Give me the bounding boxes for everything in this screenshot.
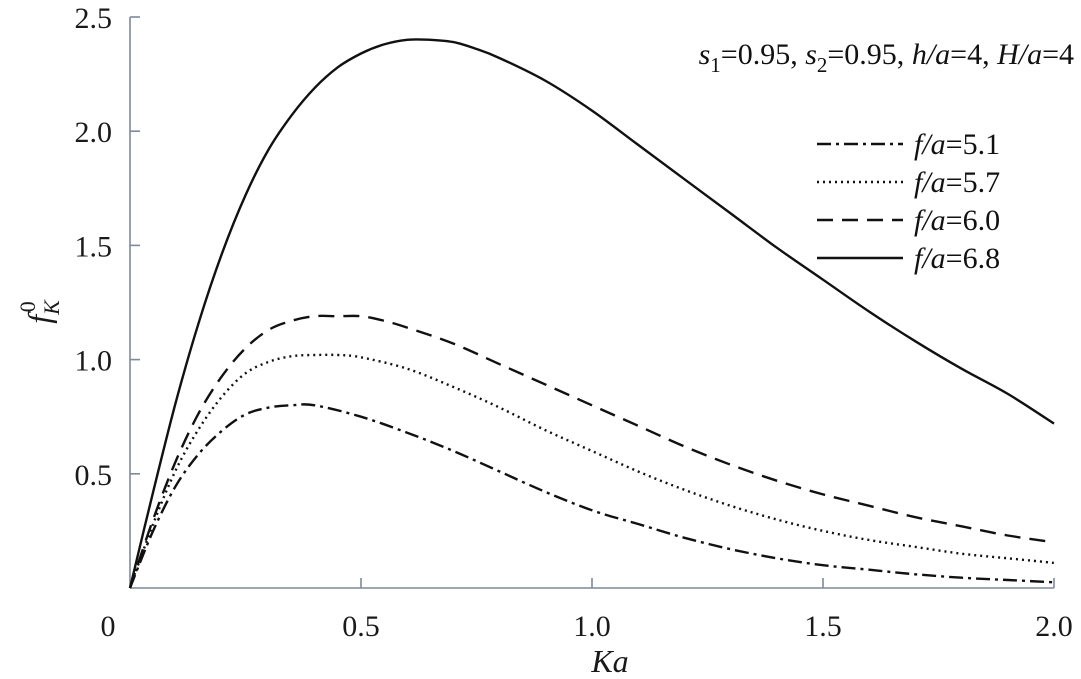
series-line-1	[128, 403, 1055, 589]
legend-label-3: f/a=6.0	[914, 204, 1000, 237]
series-line-4	[128, 38, 1055, 589]
y-tick-label: 2.5	[75, 2, 113, 35]
x-tick-label: 0.5	[342, 610, 380, 643]
anno-s1-value: =0.95,	[721, 38, 805, 71]
y-tick-label: 0.5	[75, 459, 113, 492]
parameter-annotation: s1=0.95, s2=0.95, h/a=4, H/a=4	[699, 38, 1074, 77]
y-tick-label: 1.5	[75, 230, 113, 263]
y-axis-title-sup: 0	[15, 301, 40, 312]
y-axis-title-sub: K	[39, 299, 64, 316]
y-tick-label: 1.0	[75, 345, 113, 378]
legend: f/a=5.1 f/a=5.7 f/a=6.0 f/a=6.8	[817, 128, 1000, 275]
y-ticks: 0.5 1.0 1.5 2.0 2.5	[75, 2, 140, 492]
x-axis-title: Ka	[590, 643, 628, 679]
series-line-2	[128, 353, 1055, 589]
legend-label-1: f/a=5.1	[914, 128, 1000, 161]
legend-label-4: f/a=6.8	[914, 242, 1000, 275]
x-tick-label: 0	[101, 610, 116, 643]
x-ticks: 0 0.5 1.0 1.5 2.0	[101, 578, 1073, 643]
anno-h-value: =4,	[950, 38, 997, 71]
x-tick-label: 1.5	[804, 610, 842, 643]
y-axis-title: fK0	[15, 299, 64, 324]
anno-s1-label: s	[699, 38, 711, 71]
anno-H-label: H/a	[996, 38, 1042, 71]
y-tick-label: 2.0	[75, 116, 113, 149]
series-group	[128, 38, 1055, 589]
anno-s2-label: s	[805, 38, 817, 71]
legend-label-2: f/a=5.7	[914, 166, 1000, 199]
anno-h-label: h/a	[912, 38, 950, 71]
series-line-3	[128, 314, 1055, 589]
x-tick-label: 2.0	[1035, 610, 1073, 643]
anno-H-value: =4	[1042, 38, 1074, 71]
plot-area: 0 0.5 1.0 1.5 2.0 0.5 1.0 1.5 2.0 2.5	[75, 2, 1073, 643]
anno-s1-sub: 1	[710, 53, 721, 77]
anno-s2-sub: 2	[817, 53, 828, 77]
anno-s2-value: =0.95,	[827, 38, 911, 71]
x-tick-label: 1.0	[573, 610, 611, 643]
